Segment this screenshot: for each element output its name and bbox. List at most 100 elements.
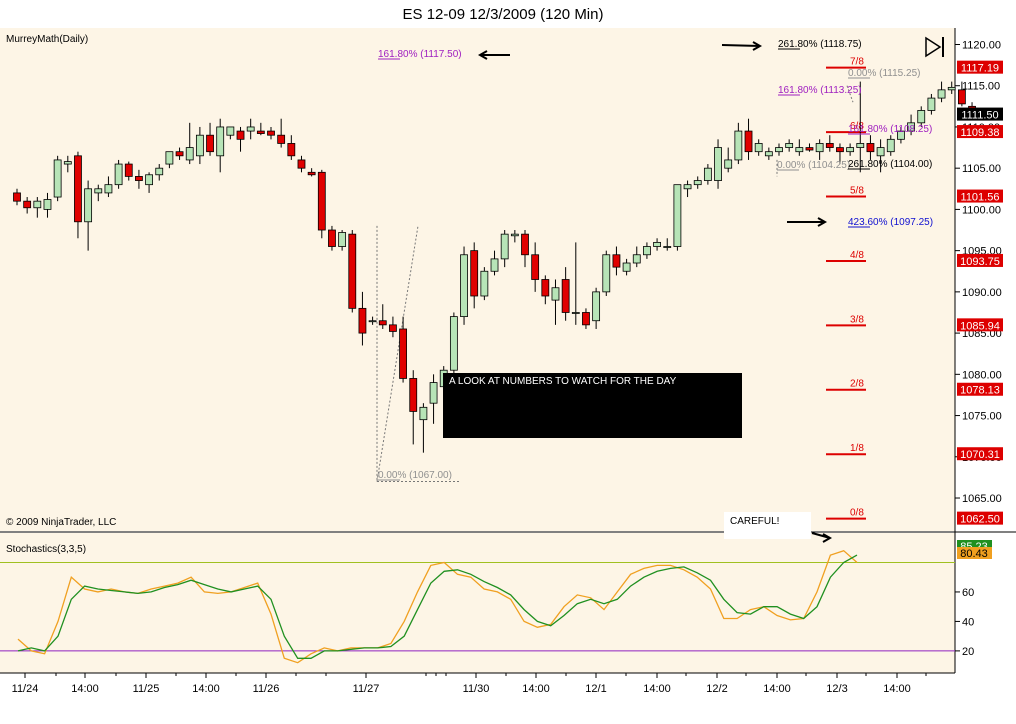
fib-trend-line xyxy=(376,225,419,482)
candle-body xyxy=(907,122,915,132)
time-tick-label: 11/27 xyxy=(353,683,380,695)
time-tick-label: 14:00 xyxy=(763,683,791,695)
careful-callout-text: CAREFUL! xyxy=(730,516,779,527)
fib-label: 0.00% (1115.25) xyxy=(848,68,920,79)
candle-body xyxy=(277,134,286,144)
candle-body xyxy=(480,270,489,297)
candle-body xyxy=(673,184,682,247)
murrey-level-label: 0/8 xyxy=(850,508,864,519)
candle-body xyxy=(683,184,692,190)
candle-body xyxy=(155,167,164,176)
candle-body xyxy=(714,147,722,181)
murrey-readout-box xyxy=(957,447,1003,461)
skip-to-end-icon[interactable] xyxy=(925,36,944,58)
drawing-objects xyxy=(376,41,854,543)
careful-callout-box[interactable] xyxy=(724,512,811,539)
fib-label: 161.80% (1117.50) xyxy=(378,49,462,60)
fib-label: 161.80% (1108.25) xyxy=(848,124,932,135)
time-tick-label: 11/24 xyxy=(12,683,39,695)
candle-body xyxy=(795,147,804,153)
candle-body xyxy=(531,254,540,280)
stoch-d-readout-box xyxy=(957,547,992,559)
murrey-level-label: 3/8 xyxy=(850,314,864,325)
candle-body xyxy=(866,143,875,153)
candle-body xyxy=(937,89,946,99)
candle-body xyxy=(592,291,601,322)
candle-body xyxy=(145,174,153,186)
time-tick-label: 14:00 xyxy=(192,683,220,695)
candle-body xyxy=(236,130,245,140)
candle-body xyxy=(33,200,42,209)
candle-body xyxy=(74,155,82,223)
candle-body xyxy=(947,86,956,91)
candle-body xyxy=(551,287,560,301)
candle-body xyxy=(104,184,113,194)
window-title: ES 12-09 12/3/2009 (120 Min) xyxy=(403,6,604,23)
fib-labels: 161.80% (1117.50) 261.80% (1118.75) 0.00% … xyxy=(378,39,933,481)
price-tick-label: 1115.00 xyxy=(962,81,1000,93)
annotation-box[interactable] xyxy=(443,373,742,438)
price-tick-label: 1100.00 xyxy=(962,204,1001,216)
candle-body xyxy=(643,246,651,256)
murrey-lines: 7/8 6/8 5/8 4/8 3/8 2/8 1/8 0/8 xyxy=(826,57,866,520)
murrey-readout: 1062.50 xyxy=(960,514,1000,526)
arrow-right-icon-head xyxy=(752,41,763,51)
arrow-right-icon xyxy=(721,44,761,47)
fib-label: 261.80% (1104.00) xyxy=(848,159,932,170)
last-price-readout: 1111.50 xyxy=(961,110,998,122)
stoch-axis: 20 40 60 xyxy=(955,587,974,658)
candle-body xyxy=(957,89,966,105)
candle-body xyxy=(206,134,214,153)
price-tick-label: 1075.00 xyxy=(962,411,1002,423)
murrey-level-label: 7/8 xyxy=(850,57,864,68)
time-tick-label: 12/2 xyxy=(706,683,727,695)
fib-anchor-line xyxy=(846,85,854,103)
candle-body xyxy=(175,151,184,157)
stoch-levels xyxy=(0,561,955,652)
fib-label: 423.60% (1097.25) xyxy=(848,217,933,228)
candle-body xyxy=(876,147,885,157)
murrey-level-label: 1/8 xyxy=(850,443,864,454)
time-tick-label: 11/25 xyxy=(133,683,160,695)
arrow-left-icon-head xyxy=(477,50,488,60)
price-tick-label: 1120.00 xyxy=(962,39,1001,51)
murrey-readout: 1117.19 xyxy=(961,63,999,75)
candle-body xyxy=(429,382,438,404)
murrey-readout-box xyxy=(957,189,1003,203)
candle-body xyxy=(754,143,763,153)
candle-body xyxy=(307,171,316,176)
candle-body xyxy=(724,159,733,169)
candle-body xyxy=(541,279,550,297)
murrey-readout-box xyxy=(957,125,1003,139)
candle-body xyxy=(521,233,529,256)
stoch-d-line xyxy=(17,554,858,659)
time-axis: 11/24 14:00 11/25 14:00 11/26 11/27 11/30 14:00… xyxy=(12,673,927,695)
time-tick-label: 12/1 xyxy=(585,683,606,695)
candle-body xyxy=(632,254,641,264)
candle-body xyxy=(226,126,235,136)
murrey-readout: 1085.94 xyxy=(960,320,1000,332)
candle-body xyxy=(185,147,194,161)
candle-body xyxy=(267,130,275,136)
candle-body xyxy=(124,163,133,177)
stoch-lines xyxy=(17,549,858,664)
murrey-readout-box xyxy=(957,253,1003,267)
stoch-tick-label: 20 xyxy=(962,646,974,658)
candle-body xyxy=(856,143,865,148)
murrey-readout-box xyxy=(957,382,1003,396)
candle-body xyxy=(490,258,499,272)
candle-body xyxy=(165,151,174,165)
fib-label: 0.00% (1067.00) xyxy=(378,470,452,481)
murrey-readout-box xyxy=(957,318,1003,332)
stoch-tick-label: 60 xyxy=(962,587,974,599)
candle-body xyxy=(256,130,265,134)
arrow-right-icon-head xyxy=(817,217,828,227)
candle-body xyxy=(663,246,672,248)
candle-body xyxy=(378,320,387,326)
candle-body xyxy=(449,316,458,371)
candle-body xyxy=(368,320,377,323)
candle-body xyxy=(43,199,52,210)
annotation-box-text: A LOOK AT NUMBERS TO WATCH FOR THE DAY xyxy=(449,376,677,387)
